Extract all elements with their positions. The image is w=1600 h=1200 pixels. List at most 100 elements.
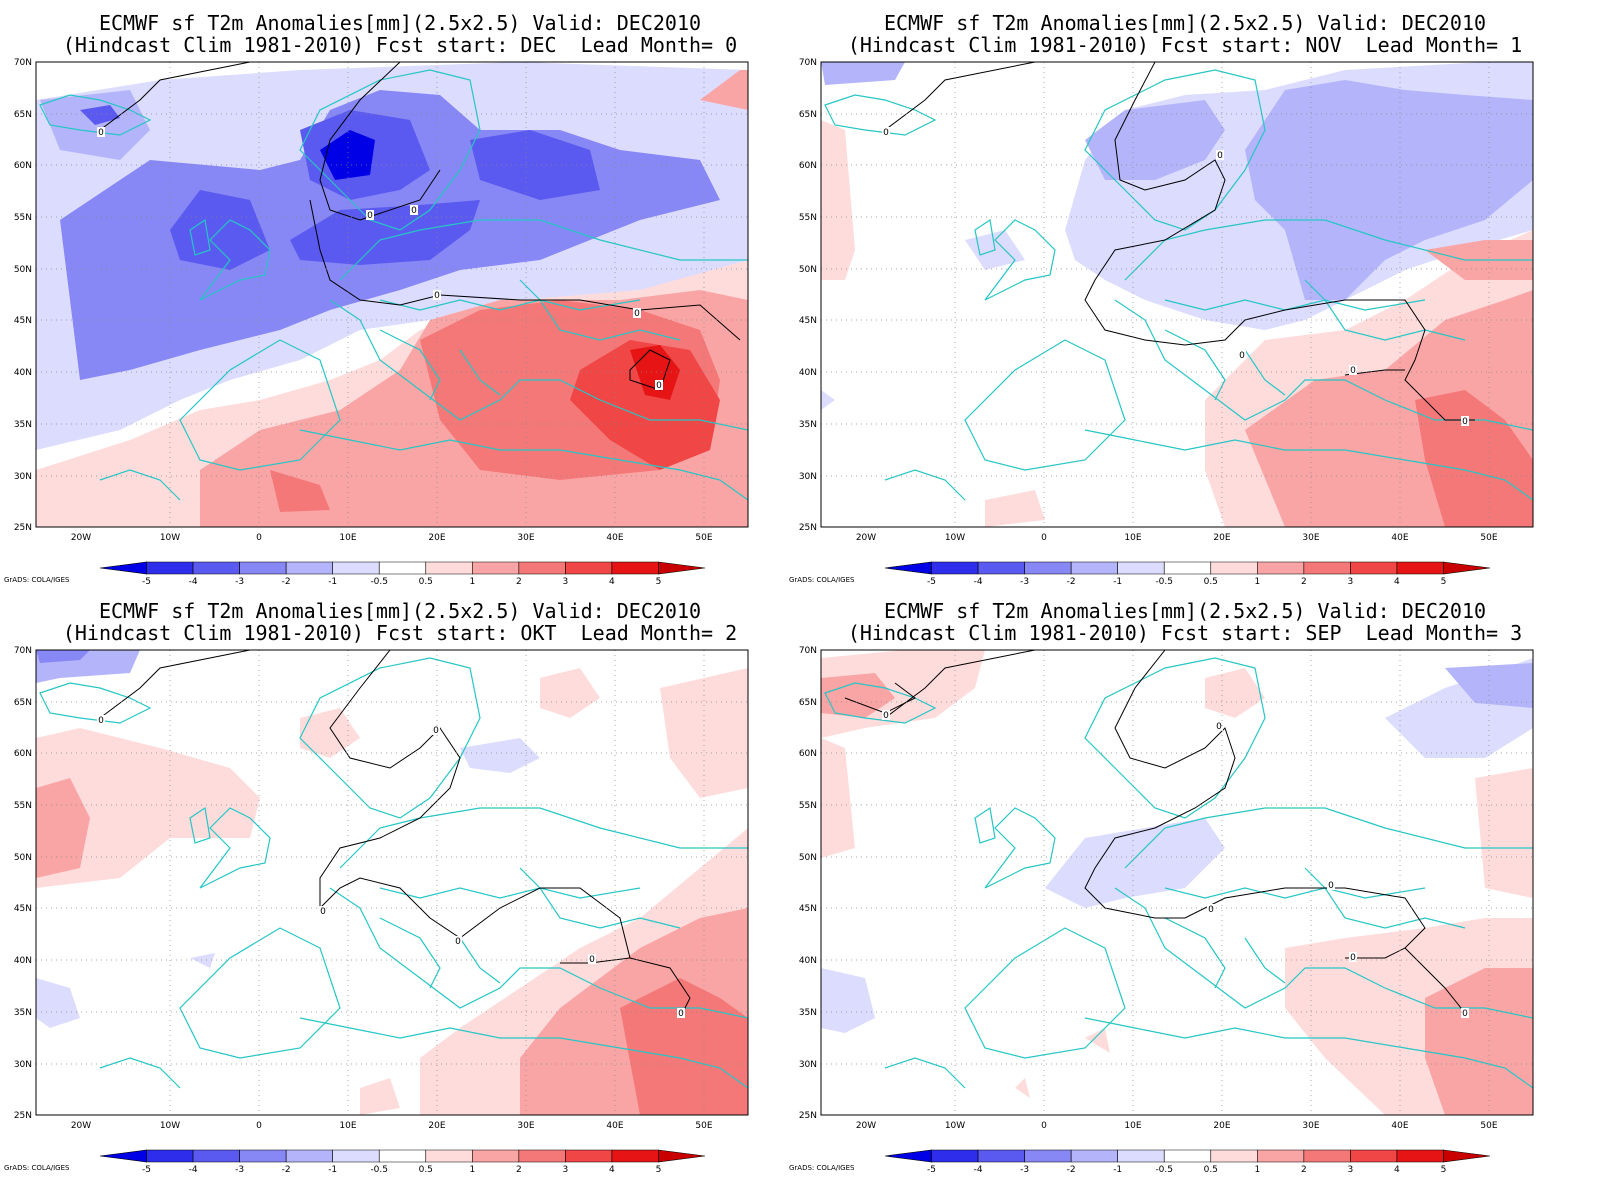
colorbar-swatch [884,561,932,575]
colorbar-label: -2 [1067,1165,1076,1175]
gridlines [36,62,748,527]
colorbar-label: 1 [469,577,475,587]
svg-text:70N: 70N [799,58,817,68]
colorbar-swatch [1443,561,1491,575]
colorbar: -5 -4 -3 -2 -1 -0.5 0.5 1 2 3 4 5 [99,561,706,587]
colorbar-swatch [1117,561,1165,575]
panel-title: ECMWF sf T2m Anomalies[mm](2.5x2.5) Vali… [883,599,1487,623]
colorbar-swatch [611,1149,659,1163]
lat-tick-labels: 70N 65N 60N 55N 50N 45N 40N 35N 30N 25N [799,58,817,533]
svg-text:50E: 50E [695,1121,712,1131]
svg-text:0: 0 [589,955,595,965]
colorbar-swatch [1257,1149,1305,1163]
gridlines [821,62,1533,527]
colorbar-swatch [378,1149,427,1163]
colorbar-swatch [1443,1149,1491,1163]
svg-text:20W: 20W [856,533,876,543]
lat-tick-labels: 70N 65N 60N 55N 50N 45N 40N 35N 30N 25N [14,58,32,533]
colorbar-label: -5 [927,1165,936,1175]
map-frame [35,649,749,1116]
svg-text:10E: 10E [339,533,356,543]
svg-text:25N: 25N [799,1111,817,1121]
svg-text:25N: 25N [799,523,817,533]
colorbar-label: -2 [1067,577,1076,587]
panel-title: ECMWF sf T2m Anomalies[mm](2.5x2.5) Vali… [883,11,1487,35]
coastlines [39,69,748,501]
colorbar-label: 5 [1441,1165,1447,1175]
svg-text:0: 0 [1217,151,1223,161]
colorbar-swatch [1303,561,1351,575]
svg-text:30N: 30N [14,1060,32,1070]
colorbar-label: 0.5 [419,577,433,587]
colorbar-label: 0.5 [1204,1165,1218,1175]
panel-title: ECMWF sf T2m Anomalies[mm](2.5x2.5) Vali… [98,599,702,623]
colorbar-label: 2 [516,577,522,587]
svg-text:10W: 10W [945,1121,965,1131]
colorbar-label: 5 [1441,577,1447,587]
lon-tick-labels: 20W 10W 0 10E 20E 30E 40E 50E [71,533,713,543]
colorbar-label: 0.5 [419,1165,433,1175]
svg-text:40N: 40N [799,956,817,966]
svg-text:40E: 40E [1391,533,1408,543]
colorbar-swatch [1350,1149,1398,1163]
svg-text:65N: 65N [799,698,817,708]
svg-text:50N: 50N [14,265,32,275]
anomaly-shading [36,62,748,527]
colorbar: -5 -4 -3 -2 -1 -0.5 0.5 1 2 3 4 5 [99,1149,706,1175]
colorbar-label: -1 [328,577,337,587]
svg-text:50N: 50N [799,265,817,275]
colorbar-label: 3 [563,577,569,587]
svg-text:55N: 55N [14,801,32,811]
colorbar-swatch [565,1149,613,1163]
panel-subtitle: (Hindcast Clim 1981-2010) Fcst start: SE… [847,621,1523,645]
colorbar-swatch [1163,561,1212,575]
colorbar-label: -2 [282,1165,291,1175]
svg-text:25N: 25N [14,1111,32,1121]
svg-text:20W: 20W [856,1121,876,1131]
colorbar-swatch [425,561,473,575]
colorbar-swatch [611,561,659,575]
colorbar-label: -1 [1113,577,1122,587]
panel-title: ECMWF sf T2m Anomalies[mm](2.5x2.5) Vali… [98,11,702,35]
svg-text:10W: 10W [160,533,180,543]
lon-tick-labels: 20W 10W 0 10E 20E 30E 40E 50E [71,1121,713,1131]
svg-text:40E: 40E [606,1121,623,1131]
zero-contour [844,650,1466,1014]
svg-text:20E: 20E [428,1121,445,1131]
colorbar-swatch [884,1149,932,1163]
svg-text:35N: 35N [14,1008,32,1018]
svg-text:35N: 35N [799,420,817,430]
colorbar-label: -0.5 [370,577,388,587]
colorbar-label: -3 [1020,577,1029,587]
colorbar-swatch [1024,1149,1072,1163]
svg-text:0: 0 [98,716,104,726]
svg-text:10E: 10E [1124,533,1141,543]
colorbar-swatch [565,561,613,575]
svg-text:0: 0 [455,937,461,947]
map-panel-lead-3: ECMWF sf T2m Anomalies[mm](2.5x2.5) Vali… [785,588,1585,1188]
svg-text:0: 0 [634,309,640,319]
colorbar-swatch [146,561,194,575]
colorbar-label: 5 [656,577,662,587]
colorbar-swatch [1070,561,1118,575]
colorbar-label: 3 [563,1165,569,1175]
colorbar-swatch [285,1149,333,1163]
colorbar-swatch [977,1149,1025,1163]
lon-tick-labels: 20W 10W 0 10E 20E 30E 40E 50E [856,1121,1498,1131]
svg-text:65N: 65N [14,110,32,120]
svg-text:55N: 55N [799,801,817,811]
colorbar-label: -3 [1020,1165,1029,1175]
svg-text:20W: 20W [71,1121,91,1131]
svg-text:20W: 20W [71,533,91,543]
svg-text:40N: 40N [14,956,32,966]
colorbar-swatch [977,561,1025,575]
svg-text:10E: 10E [1124,1121,1141,1131]
colorbar-swatch [239,561,287,575]
svg-text:20E: 20E [1213,533,1230,543]
svg-text:0: 0 [1208,905,1214,915]
svg-text:50E: 50E [1480,1121,1497,1131]
colorbar-label: 5 [656,1165,662,1175]
colorbar-label: 3 [1348,577,1354,587]
svg-text:0: 0 [1462,417,1468,427]
svg-text:0: 0 [1216,722,1222,732]
